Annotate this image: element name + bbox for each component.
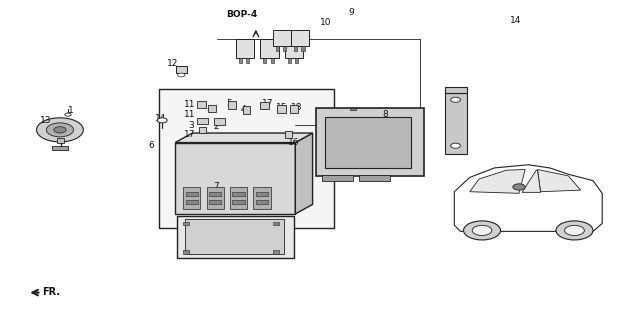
Bar — [272, 30, 291, 46]
Text: 6: 6 — [149, 141, 154, 150]
Bar — [291, 30, 310, 46]
Bar — [158, 89, 334, 228]
Text: 9: 9 — [348, 8, 354, 17]
Bar — [316, 108, 423, 176]
Text: 4: 4 — [240, 105, 246, 114]
Bar — [207, 187, 224, 209]
Bar — [228, 101, 236, 109]
Bar — [208, 105, 217, 112]
Circle shape — [54, 127, 66, 133]
Bar — [186, 192, 198, 196]
Bar — [260, 39, 279, 59]
Bar — [285, 43, 303, 59]
Circle shape — [37, 118, 84, 142]
Polygon shape — [454, 165, 602, 231]
Polygon shape — [537, 170, 581, 192]
Bar — [209, 192, 222, 196]
Bar — [290, 105, 298, 113]
Bar — [186, 200, 198, 204]
Circle shape — [65, 113, 71, 116]
Text: 13: 13 — [40, 116, 51, 125]
Polygon shape — [445, 87, 467, 93]
Bar — [239, 59, 241, 63]
Bar — [57, 138, 64, 142]
Text: 17: 17 — [184, 130, 195, 139]
Text: 3: 3 — [188, 121, 194, 130]
Circle shape — [451, 143, 461, 148]
Bar — [197, 101, 206, 108]
Bar — [197, 118, 209, 124]
Bar — [256, 192, 268, 196]
Circle shape — [472, 225, 492, 236]
Circle shape — [556, 221, 593, 240]
Text: BOP-4: BOP-4 — [226, 10, 258, 19]
Text: 1: 1 — [67, 106, 73, 115]
Circle shape — [451, 97, 461, 102]
Polygon shape — [175, 133, 313, 142]
Bar — [295, 59, 298, 63]
Circle shape — [464, 221, 501, 240]
Bar — [263, 59, 266, 63]
Text: 16: 16 — [288, 138, 300, 147]
Bar — [445, 93, 467, 154]
Text: 2: 2 — [213, 122, 219, 131]
Bar — [214, 118, 225, 125]
Polygon shape — [295, 133, 313, 214]
Bar — [52, 146, 68, 149]
Bar — [175, 142, 295, 214]
Circle shape — [157, 118, 167, 123]
Text: 12: 12 — [167, 59, 178, 68]
Bar — [199, 127, 206, 133]
Text: 11: 11 — [184, 110, 195, 119]
Bar — [236, 39, 254, 59]
Bar — [272, 222, 279, 225]
Polygon shape — [522, 170, 540, 192]
Bar — [277, 105, 286, 113]
Bar — [183, 187, 201, 209]
Circle shape — [46, 123, 74, 137]
Text: 18: 18 — [292, 103, 303, 112]
Text: 14: 14 — [510, 16, 522, 25]
Text: 8: 8 — [383, 109, 388, 118]
Bar — [285, 131, 292, 138]
Bar — [271, 59, 274, 63]
Bar — [246, 59, 249, 63]
Bar — [256, 200, 268, 204]
Circle shape — [178, 73, 185, 77]
Text: 11: 11 — [184, 100, 195, 109]
Bar — [283, 46, 286, 51]
Text: 15: 15 — [276, 103, 287, 112]
Bar — [272, 251, 279, 253]
Bar — [253, 187, 271, 209]
Bar — [288, 59, 291, 63]
Polygon shape — [470, 170, 525, 193]
Bar — [183, 222, 189, 225]
Bar — [230, 187, 247, 209]
Bar — [233, 200, 245, 204]
Bar — [183, 251, 189, 253]
Text: FR.: FR. — [41, 287, 59, 297]
Bar — [260, 102, 269, 109]
Bar — [185, 219, 284, 253]
Text: 7: 7 — [213, 182, 219, 191]
Bar — [325, 117, 411, 168]
Bar — [233, 192, 245, 196]
Polygon shape — [350, 108, 356, 110]
Circle shape — [513, 184, 525, 190]
Bar — [294, 46, 297, 51]
Circle shape — [565, 225, 584, 236]
Text: 17: 17 — [262, 99, 274, 108]
Bar — [301, 46, 305, 51]
Bar — [209, 200, 222, 204]
Bar — [275, 46, 279, 51]
Bar — [243, 106, 250, 114]
Text: 14: 14 — [155, 114, 166, 123]
Bar — [176, 67, 187, 73]
Bar — [359, 175, 389, 180]
Bar — [177, 215, 294, 258]
Bar — [322, 175, 353, 180]
Text: 10: 10 — [321, 18, 332, 27]
Text: 5: 5 — [227, 99, 232, 108]
